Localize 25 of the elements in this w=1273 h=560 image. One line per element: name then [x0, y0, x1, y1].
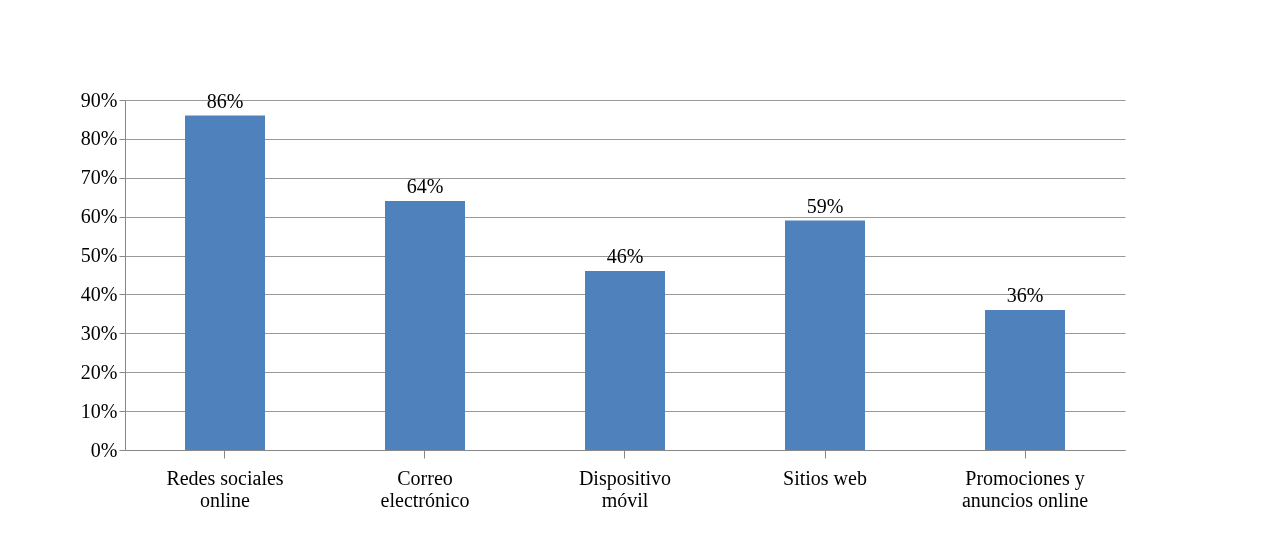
data-label: 59% [806, 194, 844, 217]
y-tick-label: 20% [80, 360, 118, 383]
x-tick-label: Correo electrónico [380, 466, 470, 511]
x-tick-label: Dispositivo móvil [578, 466, 672, 511]
bar [985, 310, 1065, 450]
data-label: 86% [206, 89, 244, 112]
y-tick-label: 40% [80, 282, 118, 305]
y-tick-label: 80% [80, 127, 118, 150]
y-tick-label: 60% [80, 205, 118, 228]
y-tick-label: 0% [90, 438, 118, 461]
data-label: 36% [1006, 284, 1044, 306]
y-tick-label: 90% [80, 88, 118, 111]
y-tick-label: 50% [80, 244, 118, 267]
x-tick-label: Promociones y anuncios online [961, 466, 1089, 511]
data-label: 46% [606, 245, 644, 268]
x-tick-label: Redes sociales online [166, 466, 284, 511]
data-label: 64% [406, 175, 444, 198]
bar [785, 220, 865, 450]
x-tick-label: Sitios web [783, 466, 867, 489]
bar [385, 201, 465, 450]
y-tick-label: 10% [80, 399, 118, 422]
y-tick-label: 70% [80, 166, 118, 189]
bar [585, 271, 665, 450]
bar [185, 115, 265, 450]
y-tick-label: 30% [80, 321, 118, 344]
